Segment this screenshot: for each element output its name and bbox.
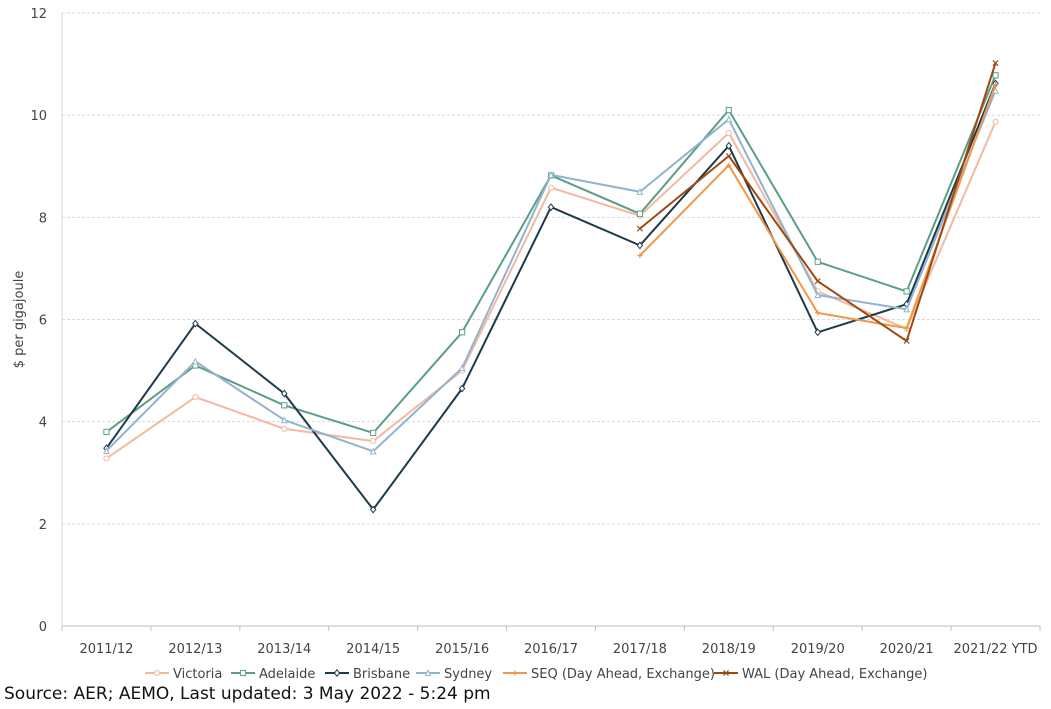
x-tick-label: 2018/19 xyxy=(702,642,756,657)
data-point xyxy=(815,310,821,316)
y-tick-label: 12 xyxy=(30,7,47,22)
y-tick-label: 0 xyxy=(39,620,47,635)
data-point xyxy=(722,669,730,677)
data-point xyxy=(458,384,466,393)
data-point xyxy=(992,81,999,88)
series-wal-day-ahead-exchange xyxy=(636,60,999,344)
series-lines xyxy=(103,60,999,514)
data-point xyxy=(239,669,247,677)
data-point xyxy=(725,153,732,160)
series-victoria xyxy=(103,118,999,462)
legend-label: SEQ (Day Ahead, Exchange) xyxy=(531,667,715,682)
x-tick-label: 2021/22 YTD xyxy=(954,642,1038,657)
x-tick-label: 2013/14 xyxy=(257,642,311,657)
source-note: Source: AER; AEMO, Last updated: 3 May 2… xyxy=(4,684,491,704)
series-brisbane xyxy=(103,79,999,514)
series-adelaide xyxy=(103,72,999,437)
data-point xyxy=(512,670,518,676)
data-point xyxy=(725,115,733,123)
data-point xyxy=(333,669,341,677)
grid-lines xyxy=(61,12,1040,626)
data-point xyxy=(903,288,910,295)
data-point xyxy=(369,447,377,455)
x-tick-label: 2012/13 xyxy=(168,642,222,657)
legend-item: SEQ (Day Ahead, Exchange) xyxy=(503,667,715,682)
x-tick-label: 2015/16 xyxy=(435,642,489,657)
y-tick-label: 8 xyxy=(39,211,47,226)
data-point xyxy=(103,455,110,462)
data-point xyxy=(992,118,999,125)
data-point xyxy=(636,241,644,250)
data-point xyxy=(281,389,288,398)
data-point xyxy=(192,394,199,401)
legend-item: Victoria xyxy=(145,667,222,682)
data-point xyxy=(458,329,466,336)
x-tick-label: 2014/15 xyxy=(346,642,400,657)
legend-item: WAL (Day Ahead, Exchange) xyxy=(714,667,928,682)
data-point xyxy=(153,669,161,677)
data-point xyxy=(280,416,288,424)
series-sydney xyxy=(103,86,999,455)
legend-item: Brisbane xyxy=(325,667,410,682)
legend-label: WAL (Day Ahead, Exchange) xyxy=(742,667,928,682)
x-tick-label: 2020/21 xyxy=(880,642,934,657)
data-point xyxy=(192,319,199,328)
data-point xyxy=(636,210,644,217)
x-tick-label: 2019/20 xyxy=(791,642,845,657)
data-point xyxy=(369,505,377,514)
x-tick-label: 2016/17 xyxy=(524,642,578,657)
data-point xyxy=(992,72,999,79)
legend-item: Adelaide xyxy=(231,667,315,682)
y-tick-label: 2 xyxy=(39,518,47,533)
legend-label: Victoria xyxy=(173,667,222,682)
legend-label: Brisbane xyxy=(353,667,410,682)
y-tick-label: 4 xyxy=(39,416,47,431)
y-axis-title: $ per gigajoule xyxy=(12,271,27,369)
data-point xyxy=(370,429,377,437)
data-point xyxy=(370,437,377,445)
data-point xyxy=(725,141,733,150)
data-point xyxy=(636,225,643,232)
data-point xyxy=(103,428,110,435)
data-point xyxy=(547,184,555,191)
legend-label: Adelaide xyxy=(259,667,315,682)
series-line xyxy=(105,83,997,511)
legend: Victoria Adelaide Brisbane Sydney SEQ (Day A… xyxy=(145,667,928,682)
x-tick-label: 2017/18 xyxy=(613,642,667,657)
data-point xyxy=(547,203,555,212)
data-point xyxy=(814,291,822,299)
y-axis-ticks: 0 2 4 6 8 10 12 xyxy=(30,7,47,635)
data-point xyxy=(547,171,555,179)
data-point xyxy=(814,328,821,337)
data-point xyxy=(814,278,821,285)
series-line xyxy=(105,90,997,453)
data-point xyxy=(726,162,732,168)
data-point xyxy=(637,253,643,259)
data-point xyxy=(992,60,999,67)
data-point xyxy=(424,669,432,677)
data-point xyxy=(281,425,288,432)
data-point xyxy=(725,129,732,137)
x-axis: 2011/12 2012/13 2013/14 2014/15 2015/16 2016/… xyxy=(61,625,1041,657)
y-tick-label: 10 xyxy=(30,109,47,124)
data-point xyxy=(904,325,910,331)
data-point xyxy=(191,357,199,365)
data-point xyxy=(903,305,911,313)
data-point xyxy=(458,364,466,372)
data-point xyxy=(903,337,910,344)
legend-item: Sydney xyxy=(416,667,492,682)
data-point xyxy=(725,106,732,114)
data-point xyxy=(103,447,110,454)
legend-label: Sydney xyxy=(444,667,492,682)
data-point xyxy=(281,402,288,409)
series-line xyxy=(105,74,997,434)
y-tick-label: 6 xyxy=(39,314,47,329)
data-point xyxy=(636,188,644,195)
x-tick-label: 2011/12 xyxy=(79,642,133,657)
data-point xyxy=(814,258,821,265)
